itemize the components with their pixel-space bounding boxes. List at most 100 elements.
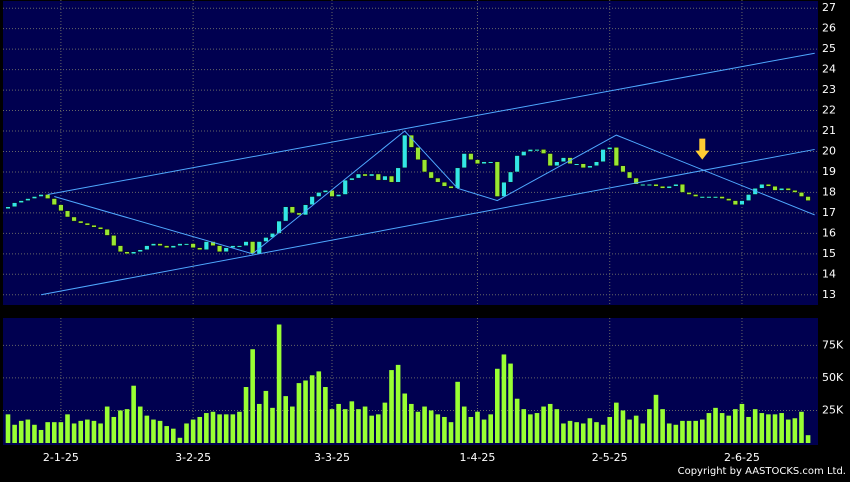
volume-bar [223, 414, 229, 443]
candle-body [560, 157, 566, 162]
volume-bar [402, 393, 408, 443]
candle-body [488, 161, 494, 164]
price-panel [3, 1, 818, 305]
volume-bar [746, 416, 751, 443]
trend-line [40, 148, 815, 296]
volume-bar [594, 422, 599, 443]
candle-body [210, 241, 216, 246]
v-tick-label: 75K [822, 338, 844, 351]
volume-bar [726, 415, 732, 443]
volume-bar [614, 402, 619, 443]
candle-body [541, 149, 547, 154]
candle-body [798, 192, 804, 197]
candle-body [514, 155, 520, 173]
candle-body [342, 179, 348, 195]
candle-body [646, 184, 652, 186]
volume-bar [111, 416, 117, 443]
volume-bar [78, 420, 84, 443]
y-tick-label: 26 [822, 22, 836, 35]
candle-body [355, 173, 361, 179]
volume-bar [733, 409, 738, 443]
candle-body [177, 243, 183, 246]
candle-body [455, 167, 461, 189]
volume-bar [5, 414, 11, 443]
candle-body [441, 181, 447, 187]
volume-bar [428, 410, 434, 443]
candle-body [349, 177, 355, 181]
candle-body [263, 237, 269, 242]
volume-bar [699, 419, 705, 443]
volume-bar [217, 414, 222, 443]
candle-body [283, 206, 289, 222]
volume-bar [124, 409, 130, 443]
candle-body [144, 245, 150, 250]
volume-bar [607, 416, 613, 443]
x-tick-label: 3-3-25 [314, 451, 350, 464]
volume-bar [237, 411, 242, 443]
y-tick-label: 27 [822, 1, 836, 14]
candle-body [71, 216, 77, 222]
candle-body [402, 134, 408, 169]
volume-bar [719, 413, 725, 443]
candle-body [58, 204, 64, 212]
volume-bar [38, 429, 44, 443]
candle-body [336, 194, 342, 197]
volume-bar [541, 406, 546, 443]
candle-body [653, 184, 659, 187]
x-tick-label: 2-1-25 [43, 451, 79, 464]
y-tick-label: 16 [822, 226, 836, 239]
candle-body [276, 220, 282, 234]
candle-body [243, 241, 249, 246]
volume-bar [448, 422, 454, 443]
volume-bar [739, 403, 745, 443]
volume-bar [250, 349, 255, 443]
candle-body [706, 196, 712, 199]
volume-bar [561, 423, 566, 443]
y-tick-label: 18 [822, 185, 836, 198]
volume-bar [640, 423, 646, 443]
volume-bar [144, 415, 150, 443]
volume-bar [190, 419, 196, 443]
volume-bar [514, 398, 520, 443]
volume-bar [799, 411, 804, 443]
volume-bar [230, 414, 236, 443]
candle-body [508, 171, 514, 183]
candle-body [316, 192, 322, 197]
volume-bar [488, 414, 493, 443]
candle-body [435, 177, 441, 183]
v-tick-label: 50K [822, 371, 844, 384]
volume-bar [547, 403, 553, 443]
volume-bar [18, 420, 24, 443]
candle-body [792, 190, 798, 193]
volume-bar [323, 387, 328, 443]
y-tick-label: 24 [822, 63, 836, 76]
candle-body [51, 198, 57, 205]
candle-body [481, 161, 487, 164]
candle-body [580, 163, 586, 169]
volume-bar [759, 413, 765, 443]
x-tick-label: 1-4-25 [460, 451, 496, 464]
volume-bar [151, 419, 156, 443]
volume-bar [316, 371, 322, 443]
volume-bar [256, 403, 262, 443]
candle-body [91, 224, 97, 228]
volume-bar [481, 419, 487, 443]
volume-bar [51, 422, 57, 443]
candle-body [554, 161, 560, 167]
volume-bar [415, 411, 421, 443]
candle-body [190, 243, 196, 248]
volume-bar [204, 413, 209, 443]
volume-bar [369, 415, 374, 443]
candle-body [732, 200, 738, 205]
volume-bar [131, 385, 136, 443]
volume-bar [263, 390, 269, 443]
volume-bar [342, 409, 348, 443]
volume-bar [12, 424, 17, 443]
candle-body [673, 184, 679, 187]
volume-bar [270, 407, 275, 443]
candle-body [759, 184, 765, 189]
candle-body [362, 173, 368, 177]
volume-bar [521, 409, 527, 443]
volume-bar [528, 414, 533, 443]
candle-body [805, 196, 811, 201]
